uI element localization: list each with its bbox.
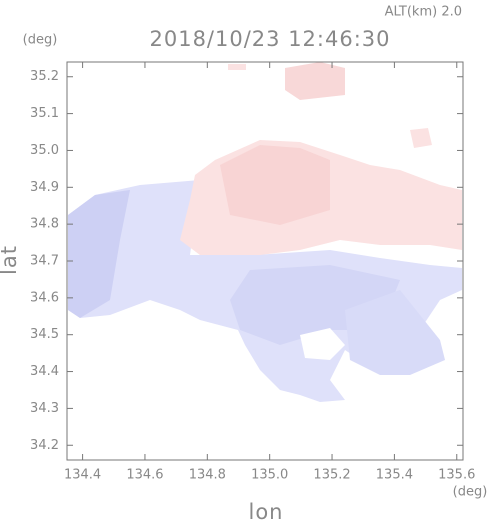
y-tick-label: 34.5 [30,327,59,342]
pink-small-region [228,64,246,70]
y-tick-label: 34.7 [30,254,59,269]
y-unit: (deg) [23,33,58,48]
pink-top-region [285,62,345,100]
altitude-header: ALT(km) 2.0 [385,5,462,20]
radar-field [68,62,462,402]
x-tick-label: 135.2 [313,468,350,483]
white-hole [300,328,345,360]
x-tick-label: 134.6 [126,468,163,483]
pink-dark-region [220,145,330,225]
chart-title: 2018/10/23 12:46:30 [149,27,390,51]
blue-lower-region [345,290,445,375]
y-tick-label: 34.2 [30,438,59,453]
y-tick-label: 34.4 [30,364,59,379]
x-unit: (deg) [453,485,488,500]
y-tick-label: 34.6 [30,290,59,305]
y-tick-label: 35.0 [30,143,59,158]
y-tick-label: 34.9 [30,180,59,195]
blue-dark-region [68,190,130,318]
x-tick-label: 134.8 [189,468,226,483]
y-tick-label: 35.2 [30,69,59,84]
x-axis-label: lon [249,500,284,521]
x-tick-label: 134.4 [64,468,101,483]
x-tick-label: 135.0 [251,468,288,483]
pink-small-region [410,128,432,148]
x-tick-label: 135.4 [376,468,413,483]
x-tick-label: 135.6 [438,468,475,483]
y-tick-label: 35.1 [30,106,59,121]
y-tick-label: 34.8 [30,217,59,232]
y-axis-label: lat [0,245,21,275]
y-tick-label: 34.3 [30,401,59,416]
